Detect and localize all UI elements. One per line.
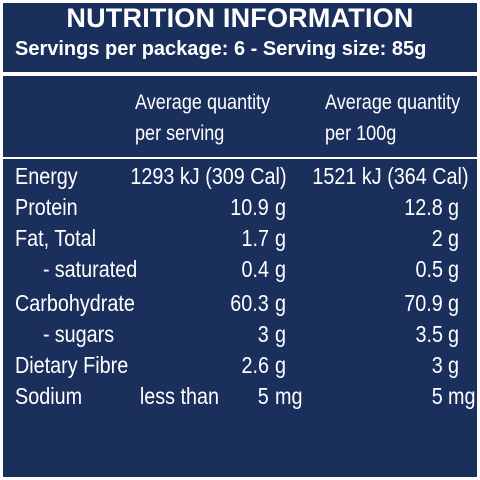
nutrient-row-fat-total: Fat, Total 1.7 g 2 g xyxy=(3,223,477,254)
serving-value: 10.9 xyxy=(230,194,269,220)
serving-value: 1293 kJ (309 Cal) xyxy=(130,163,287,189)
serving-value: 0.4 xyxy=(241,256,269,282)
nutrient-row-saturated: - saturated 0.4 g 0.5 g xyxy=(3,254,477,285)
nutrient-row-sugars: - sugars 3 g 3.5 g xyxy=(3,319,477,350)
serving-value: 1.7 xyxy=(241,225,269,251)
per100-unit: g xyxy=(448,321,460,347)
panel-title: NUTRITION INFORMATION xyxy=(66,3,414,33)
per100-value: 70.9 xyxy=(404,290,443,316)
per100-header-line1: Average quantity xyxy=(325,91,461,114)
serving-value: 3 xyxy=(257,321,269,347)
per100-unit: g xyxy=(448,290,460,316)
sub-item-dash: - xyxy=(43,256,50,282)
serving-column-header: Average quantity per serving xyxy=(135,87,270,149)
header-rule xyxy=(3,72,477,76)
serving-unit: g xyxy=(275,225,287,251)
per100-value: 12.8 xyxy=(404,194,443,220)
per100-value: 3.5 xyxy=(415,321,443,347)
per100-header-line2: per 100g xyxy=(325,122,397,145)
nutrient-row-carbohydrate: Carbohydrate 60.3 g 70.9 g xyxy=(3,288,477,319)
nutrient-name: Dietary Fibre xyxy=(15,352,129,378)
per100-value: 0.5 xyxy=(415,256,443,282)
per100-column-header: Average quantity per 100g xyxy=(325,87,460,149)
serving-header-line2: per serving xyxy=(135,122,225,145)
nutrient-row-sodium: Sodium less than 5 mg 5 mg xyxy=(3,381,477,412)
per100-unit: g xyxy=(448,225,460,251)
nutrient-subname: saturated xyxy=(54,256,138,282)
serving-unit: g xyxy=(275,194,287,220)
servings-line: Servings per package: 6 - Serving size: … xyxy=(15,38,427,60)
serving-unit: g xyxy=(275,321,287,347)
serving-unit: mg xyxy=(275,383,303,409)
per100-value: 2 xyxy=(431,225,443,251)
nutrient-rows: Energy 1293 kJ (309 Cal) 1521 kJ (364 Ca… xyxy=(3,161,477,412)
per100-unit: g xyxy=(448,352,460,378)
per100-value: 5 xyxy=(431,383,443,409)
per100-unit: g xyxy=(448,194,460,220)
nutrient-subname: sugars xyxy=(54,321,115,347)
serving-unit: g xyxy=(275,290,287,316)
serving-unit: g xyxy=(275,352,287,378)
nutrient-name: Sodium xyxy=(15,383,83,409)
per100-value: 1521 kJ (364 Cal) xyxy=(312,163,469,189)
per100-unit: mg xyxy=(448,383,476,409)
nutrient-name: - saturated xyxy=(43,254,137,285)
sub-item-dash: - xyxy=(43,321,50,347)
serving-value: 60.3 xyxy=(230,290,269,316)
nutrient-name: Energy xyxy=(15,163,78,189)
serving-value: 5 xyxy=(257,383,269,409)
nutrient-row-dietary-fibre: Dietary Fibre 2.6 g 3 g xyxy=(3,350,477,381)
nutrient-name: Carbohydrate xyxy=(15,290,135,316)
nutrient-row-protein: Protein 10.9 g 12.8 g xyxy=(3,192,477,223)
serving-value: 2.6 xyxy=(241,352,269,378)
column-header-rule xyxy=(3,157,477,159)
nutrient-name: Protein xyxy=(15,194,78,220)
serving-header-line1: Average quantity xyxy=(135,91,271,114)
serving-unit: g xyxy=(275,256,287,282)
nutrient-name: - sugars xyxy=(43,319,114,350)
nutrient-row-energy: Energy 1293 kJ (309 Cal) 1521 kJ (364 Ca… xyxy=(3,161,477,192)
per100-value: 3 xyxy=(431,352,443,378)
nutrient-name: Fat, Total xyxy=(15,225,97,251)
serving-prefix: less than xyxy=(139,383,219,409)
per100-unit: g xyxy=(448,256,460,282)
